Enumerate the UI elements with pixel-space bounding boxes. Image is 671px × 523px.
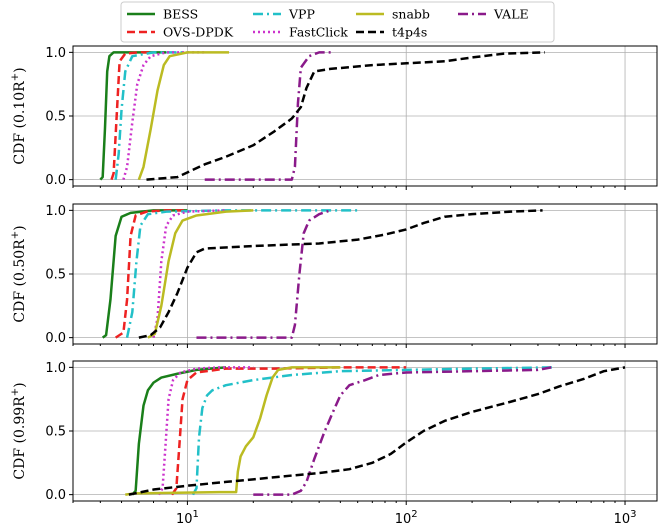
series-line-bess: [101, 209, 188, 339]
legend-label-snabb: snabb: [392, 7, 430, 22]
y-tick-label: 0.0: [45, 331, 66, 346]
series-line-t4p4s: [128, 366, 626, 496]
series-line-ovs-dpdk: [114, 209, 188, 339]
legend-label-fastclick: FastClick: [289, 25, 348, 40]
series-group: [101, 209, 543, 339]
series-line-snabb: [137, 51, 230, 181]
panel-3: 0.0 0.5 1.0 CDF (0.99R+): [10, 360, 658, 505]
series-line-vale: [196, 209, 331, 339]
series-line-vpp: [191, 366, 554, 496]
series-line-bess: [131, 366, 227, 496]
series-line-ovs-dpdk: [110, 51, 154, 181]
x-tick-label: 101: [176, 509, 199, 523]
legend-label-bess: BESS: [163, 7, 198, 22]
x-tick-label: 103: [614, 509, 637, 523]
series-line-bess: [99, 51, 167, 181]
panel-1: 0.0 0.5 1.0 CDF (0.10R+): [10, 45, 658, 190]
legend-label-ovs-dpdk: OVS-DPDK: [163, 25, 234, 40]
y-tick-label: 1.0: [45, 46, 66, 61]
series-line-vpp: [114, 51, 188, 180]
panel-2: 0.0 0.5 1.0 CDF (0.50R+): [10, 203, 658, 348]
y-tick-label: 0.0: [45, 173, 66, 188]
series-line-ovs-dpdk: [170, 366, 407, 496]
series-group: [125, 366, 626, 496]
y-tick-label: 1.0: [45, 361, 66, 376]
y-tick-label: 0.5: [45, 425, 66, 440]
y-axis-label: CDF (0.99R+): [10, 382, 28, 479]
series-line-snabb: [125, 366, 341, 496]
y-axis-label: CDF (0.10R+): [10, 67, 28, 164]
series-line-t4p4s: [146, 51, 545, 181]
x-tick-label: 102: [395, 509, 418, 523]
legend-label-vale: VALE: [493, 7, 529, 22]
series-line-vpp: [125, 209, 358, 338]
series-line-fastclick: [157, 366, 254, 496]
legend-label-t4p4s: t4p4s: [392, 25, 427, 40]
legend-label-vpp: VPP: [288, 7, 315, 22]
series-line-vale: [253, 366, 552, 496]
series-line-snabb: [147, 209, 254, 339]
y-tick-label: 0.5: [45, 110, 66, 125]
panels: 0.0 0.5 1.0 CDF (0.10R+) 0.0 0.5 1.0 CDF (0.50R…: [10, 45, 658, 523]
legend: BESS OVS-DPDK VPP FastClick snabb t4p4s VALE: [120, 1, 555, 43]
y-tick-label: 0.0: [45, 488, 66, 503]
y-axis-label: CDF (0.50R+): [10, 225, 28, 322]
y-tick-label: 1.0: [45, 204, 66, 219]
series-group: [99, 51, 545, 181]
series-line-t4p4s: [138, 209, 543, 339]
series-line-fastclick: [122, 51, 205, 180]
legend-box: [120, 1, 555, 43]
series-line-vale: [204, 51, 335, 181]
y-tick-label: 0.5: [45, 268, 66, 283]
